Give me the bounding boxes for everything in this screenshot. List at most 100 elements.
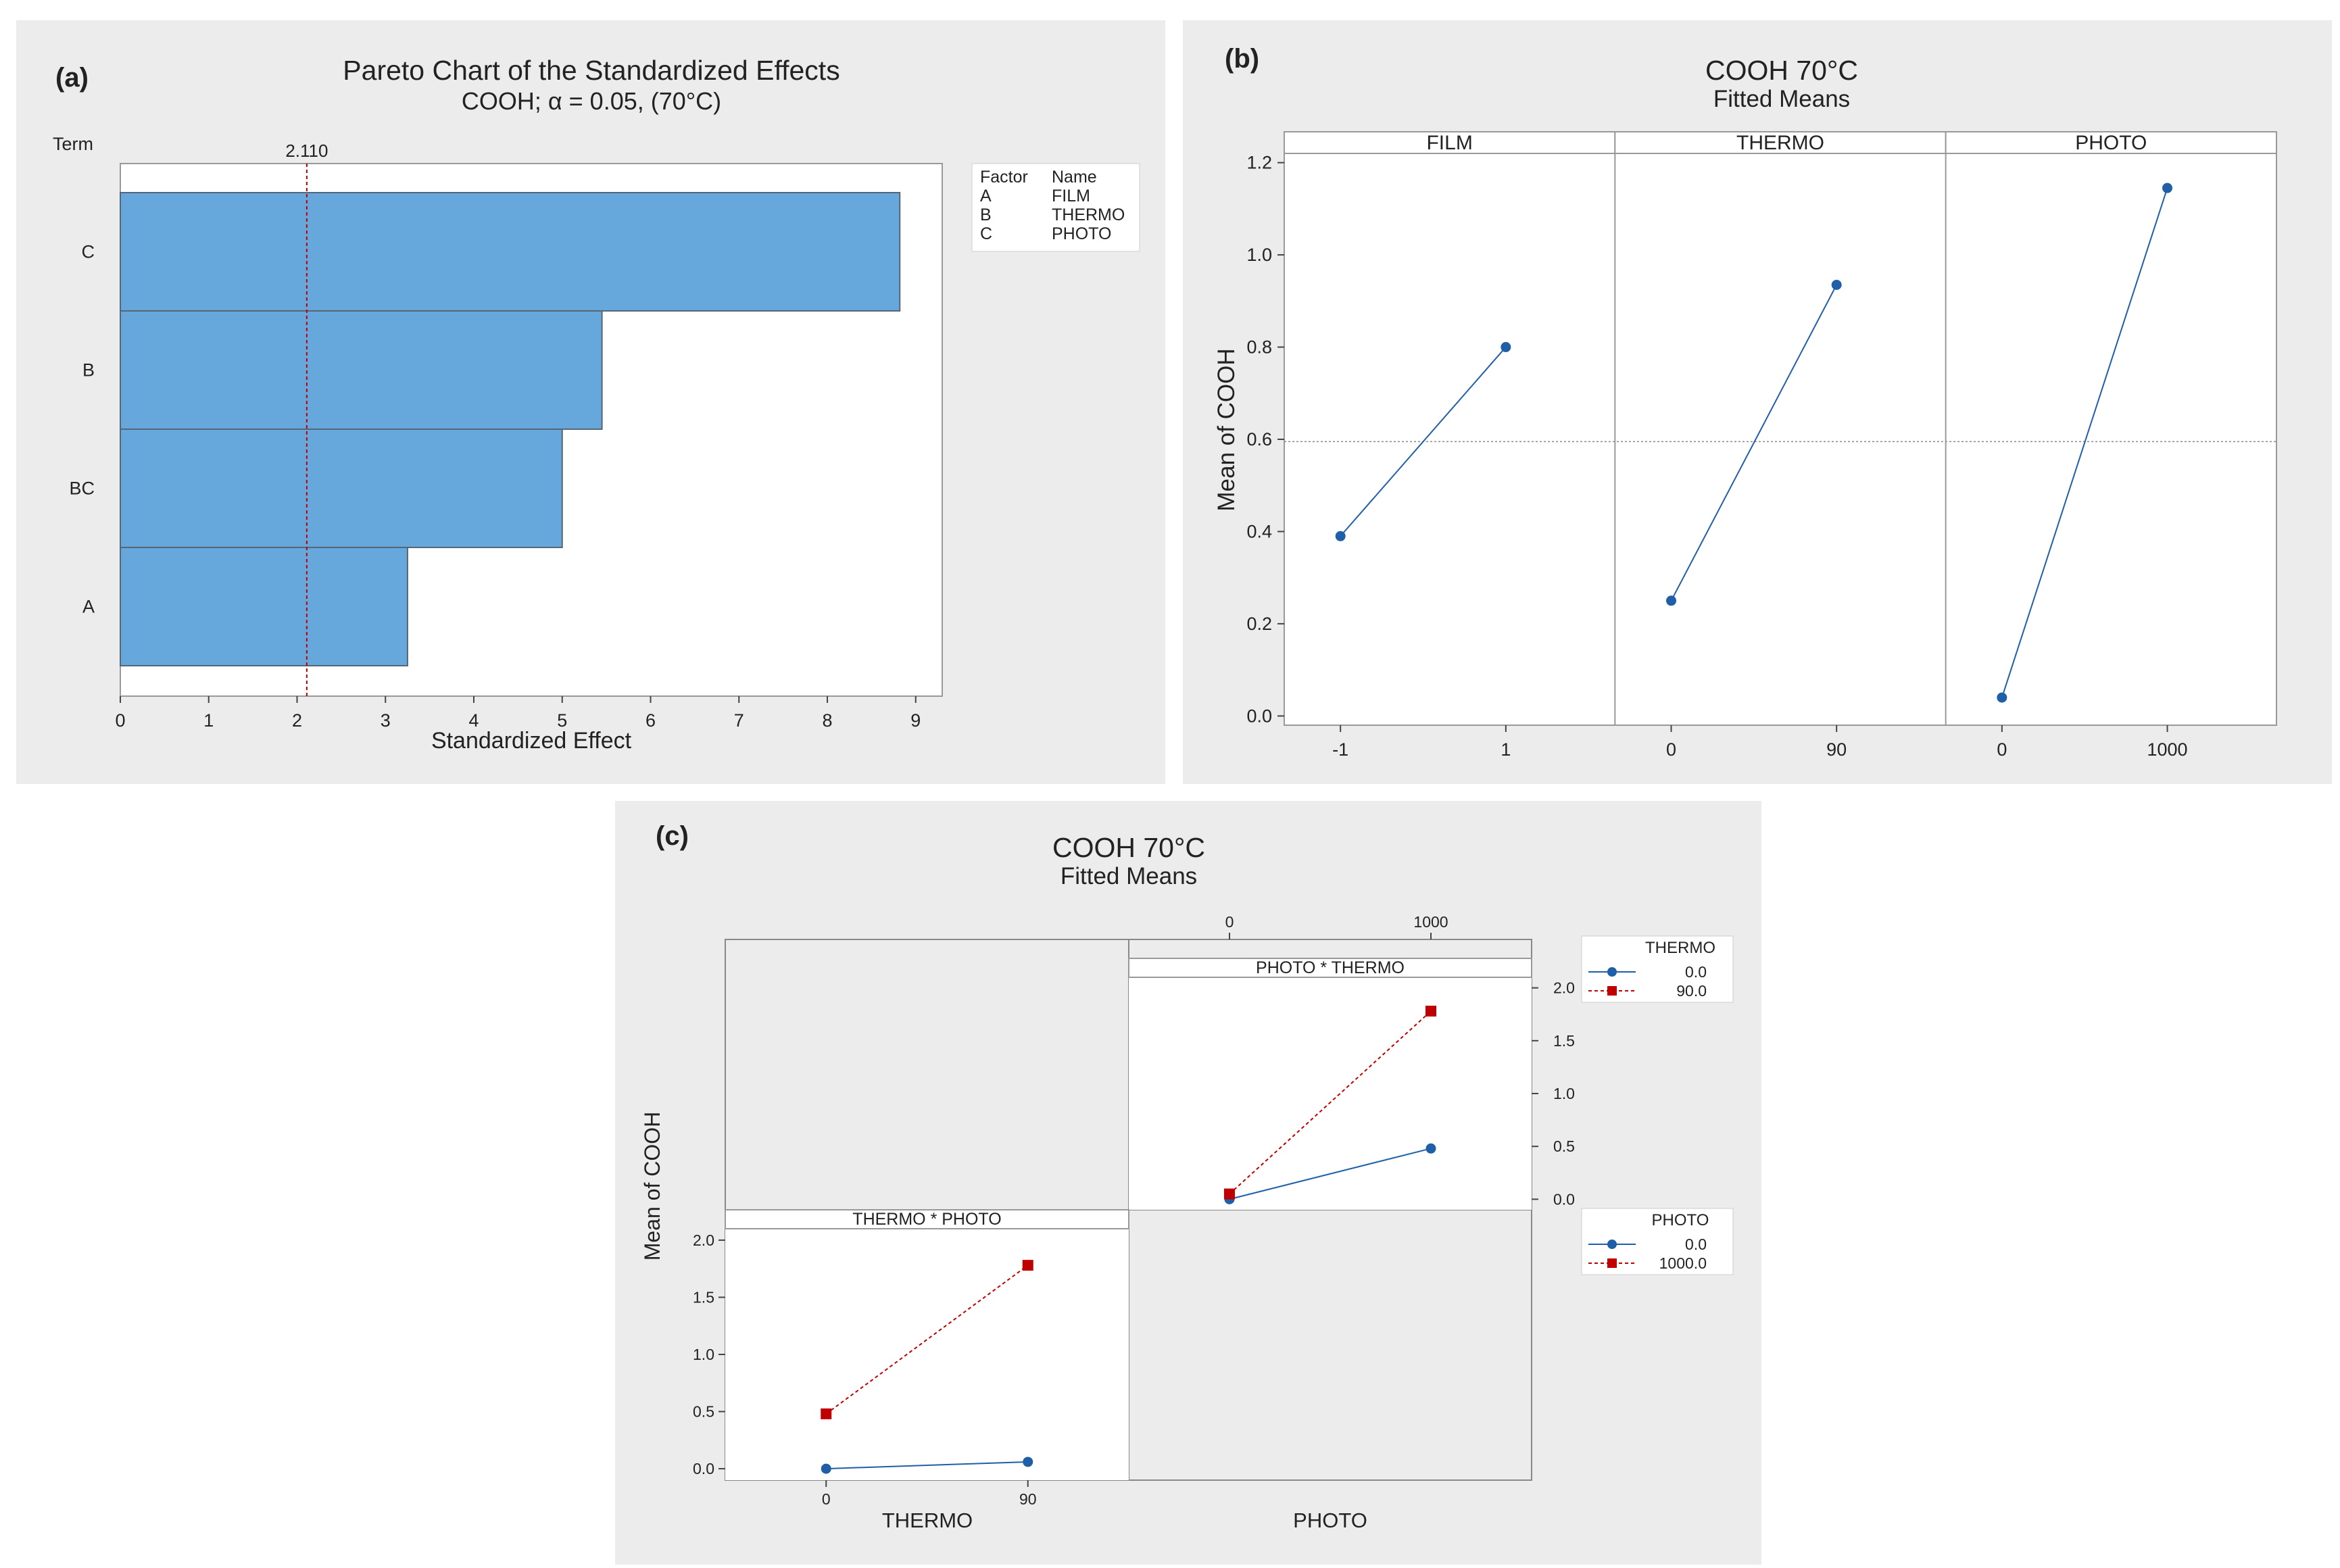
panel-c: (c) COOH 70°C Fitted Means Mean of COOH …: [615, 801, 1761, 1565]
interaction-legend-entry: 0.0: [1685, 963, 1707, 981]
interaction-plot: PHOTO * THERMO 0.0 0.5 1.0 1.5 2.0 0 1000 THERMO…: [693, 913, 1734, 1532]
pareto-bar-bc: [120, 428, 563, 548]
main-effects-x-tick-label: 90: [1826, 739, 1847, 760]
main-effects-plot: 0.0 0.2 0.4 0.6 0.8 1.0 1.2 FILM -1 1 THERMO 0 90 PHO…: [1246, 131, 2278, 760]
pareto-legend: Factor Name A FILM B THERMO C PHOTO: [971, 163, 1140, 252]
pareto-x-tick-label: 2: [292, 710, 302, 731]
interaction-point: [1224, 1188, 1235, 1200]
main-effects-y-tick-label: 1.2: [1246, 153, 1272, 173]
pareto-x-tick-label: 6: [645, 710, 656, 731]
interaction-y-tick-label: 0.5: [693, 1403, 714, 1421]
interaction-legend-entry: 1000.0: [1659, 1254, 1707, 1272]
interaction-y-tick-label: 2.0: [693, 1231, 714, 1249]
panel-b: (b) COOH 70°C Fitted Means Mean of COOH …: [1183, 20, 2332, 784]
pareto-legend-name-b: THERMO: [1052, 205, 1125, 224]
pareto-x-axis-label: Standardized Effect: [431, 728, 632, 754]
interaction-y-tick-label: 0.5: [1553, 1137, 1575, 1155]
interaction-title: COOH 70°C: [1052, 832, 1205, 863]
pareto-legend-factor-a: A: [980, 187, 992, 205]
pareto-x-tick-label: 9: [910, 710, 921, 731]
pareto-y-tick-label: A: [82, 597, 95, 617]
main-effects-y-tick-label: 1.0: [1246, 245, 1272, 265]
interaction-series-line: [1229, 1010, 1432, 1195]
main-effects-x-tick-label: 1: [1501, 739, 1511, 760]
pareto-subtitle: COOH; α = 0.05, (70°C): [462, 87, 721, 115]
interaction-point: [1022, 1260, 1033, 1271]
main-effects-line-photo: [2001, 187, 2168, 698]
interaction-legend-marker: [1607, 1240, 1617, 1249]
main-effects-line-film: [1340, 346, 1507, 537]
interaction-legend-title: PHOTO: [1652, 1211, 1709, 1229]
pareto-x-ticks: 0 1 2 3 4 5 6 7 8 9: [115, 696, 921, 731]
main-effects-point: [1997, 692, 2007, 703]
interaction-point: [1023, 1456, 1033, 1467]
main-effects-strip-label: PHOTO: [2075, 132, 2147, 154]
main-effects-point: [1831, 279, 1842, 290]
main-effects-line-thermo: [1670, 284, 1838, 602]
interaction-y-axis-label: Mean of COOH: [640, 1112, 664, 1261]
interaction-series-line: [826, 1461, 1028, 1470]
interaction-strip-label: PHOTO * THERMO: [1256, 958, 1405, 977]
panel-b-label: (b): [1225, 44, 1259, 74]
interaction-cell-background: [725, 1210, 1129, 1480]
interaction-strip: [725, 1209, 1129, 1229]
main-effects-strip-thermo: [1614, 131, 1947, 154]
main-effects-strip-film: [1284, 131, 1616, 154]
pareto-x-tick-label: 0: [115, 710, 125, 731]
main-effects-y-tick-label: 0.4: [1246, 521, 1272, 541]
pareto-y-ticks: C B BC A: [69, 242, 95, 617]
interaction-x-axis-label-photo: PHOTO: [1293, 1509, 1367, 1532]
main-effects-x-tick-label: -1: [1332, 739, 1348, 760]
interaction-cell-background: [1129, 958, 1532, 1210]
interaction-subtitle: Fitted Means: [1061, 863, 1197, 889]
pareto-x-tick-label: 3: [381, 710, 391, 731]
pareto-bar-a: [120, 547, 408, 666]
panel-c-label: (c): [656, 821, 689, 851]
main-effects-title: COOH 70°C: [1705, 55, 1858, 86]
main-effects-subtitle: Fitted Means: [1713, 86, 1850, 112]
main-effects-point: [1335, 531, 1346, 541]
main-effects-y-tick-label: 0.0: [1246, 706, 1272, 726]
pareto-legend-name-c: PHOTO: [1052, 224, 1111, 243]
interaction-legend-marker: [1607, 967, 1617, 977]
pareto-x-tick-label: 5: [557, 710, 567, 731]
interaction-y-tick-label: 1.0: [1553, 1085, 1575, 1102]
main-effects-x-tick-label: 1000: [2147, 739, 2187, 760]
interaction-series-line: [825, 1265, 1029, 1415]
interaction-legend-marker: [1607, 1258, 1617, 1268]
interaction-strip: [1128, 958, 1532, 978]
pareto-legend-box: [971, 163, 1140, 252]
interaction-point: [1425, 1143, 1436, 1154]
pareto-x-tick-label: 8: [823, 710, 833, 731]
pareto-reference-label: 2.110: [285, 141, 328, 161]
interaction-x-tick-label: 0: [1225, 913, 1234, 931]
pareto-title: Pareto Chart of the Standardized Effects: [343, 55, 839, 86]
pareto-legend-header-name: Name: [1052, 168, 1097, 187]
pareto-legend-factor-b: B: [980, 205, 992, 224]
interaction-x-tick-label: 90: [1019, 1490, 1037, 1508]
interaction-point: [1425, 1006, 1436, 1017]
pareto-x-tick-label: 4: [468, 710, 479, 731]
pareto-bar-b: [120, 310, 603, 430]
main-effects-point: [1501, 342, 1511, 353]
pareto-y-tick-label: BC: [69, 479, 95, 499]
main-effects-strip-photo: [1945, 131, 2278, 154]
interaction-y-tick-label: 1.5: [693, 1288, 714, 1306]
panel-a-label: (a): [55, 63, 89, 93]
interaction-point: [821, 1408, 832, 1419]
interaction-legend-entry: 90.0: [1676, 982, 1707, 1000]
interaction-y-tick-label: 2.0: [1553, 979, 1575, 997]
main-effects-x-tick-label: 0: [1997, 739, 2007, 760]
interaction-x-tick-label: 1000: [1413, 913, 1448, 931]
pareto-y-tick-label: B: [82, 360, 95, 381]
interaction-series-line: [1229, 1148, 1432, 1200]
main-effects-point: [2162, 182, 2173, 193]
interaction-y-tick-label: 1.0: [693, 1346, 714, 1363]
interaction-strip-label: THERMO * PHOTO: [852, 1210, 1001, 1229]
pareto-y-tick-label: C: [82, 242, 95, 262]
panel-a: (a) Pareto Chart of the Standardized Eff…: [16, 20, 1165, 784]
interaction-y-tick-label: 1.5: [1553, 1032, 1575, 1050]
main-effects-strip-label: THERMO: [1736, 132, 1824, 154]
interaction-x-tick-label: 0: [822, 1490, 831, 1508]
